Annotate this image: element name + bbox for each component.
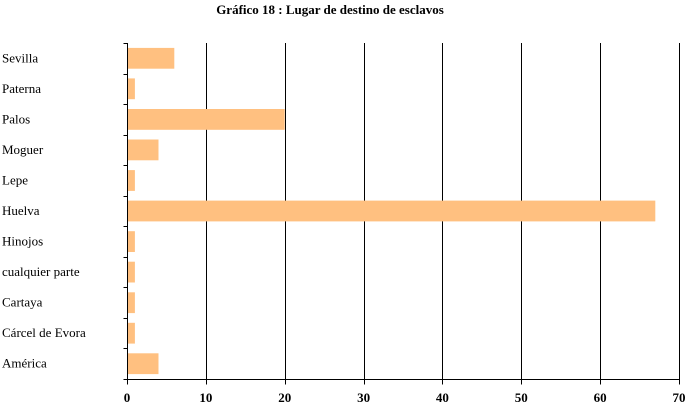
x-tick-label-50: 50: [515, 390, 528, 405]
bar-9: [127, 322, 135, 344]
bar-0: [127, 47, 175, 69]
x-tick-label-40: 40: [436, 390, 449, 405]
bar-10: [127, 353, 159, 375]
category-label-1: Paterna: [2, 81, 41, 96]
bar-1: [127, 78, 135, 100]
bar-7: [127, 261, 135, 283]
bar-3: [127, 139, 159, 161]
category-label-0: Sevilla: [2, 50, 38, 65]
category-label-9: Cárcel de Evora: [2, 325, 86, 340]
bar-4: [127, 170, 135, 191]
x-tick-label-30: 30: [357, 390, 370, 405]
category-label-5: Huelva: [2, 203, 40, 218]
bar-5: [127, 200, 656, 222]
x-tick-label-10: 10: [199, 390, 212, 405]
x-tick-label-20: 20: [278, 390, 291, 405]
x-tick-label-70: 70: [673, 390, 686, 405]
bar-8: [127, 292, 135, 314]
chart-title: Gráfico 18 : Lugar de destino de esclavo…: [216, 2, 444, 17]
x-tick-label-0: 0: [124, 390, 131, 405]
x-tick-label-60: 60: [594, 390, 607, 405]
category-label-6: Hinojos: [2, 234, 43, 249]
category-label-2: Palos: [2, 111, 30, 126]
category-label-4: Lepe: [2, 173, 28, 188]
category-labels: Sevilla Paterna Palos Moguer Lepe Huelva Hinoj…: [2, 50, 86, 370]
bar-2: [127, 109, 285, 130]
category-label-3: Moguer: [2, 142, 44, 157]
tick-labels: 0 10 20 30 40 50 60 70: [124, 390, 686, 405]
axes: [123, 43, 680, 385]
category-label-10: América: [2, 356, 47, 371]
bars: [127, 47, 656, 375]
category-label-7: cualquier parte: [2, 264, 80, 279]
bar-6: [127, 231, 135, 252]
category-label-8: Cartaya: [2, 295, 43, 310]
